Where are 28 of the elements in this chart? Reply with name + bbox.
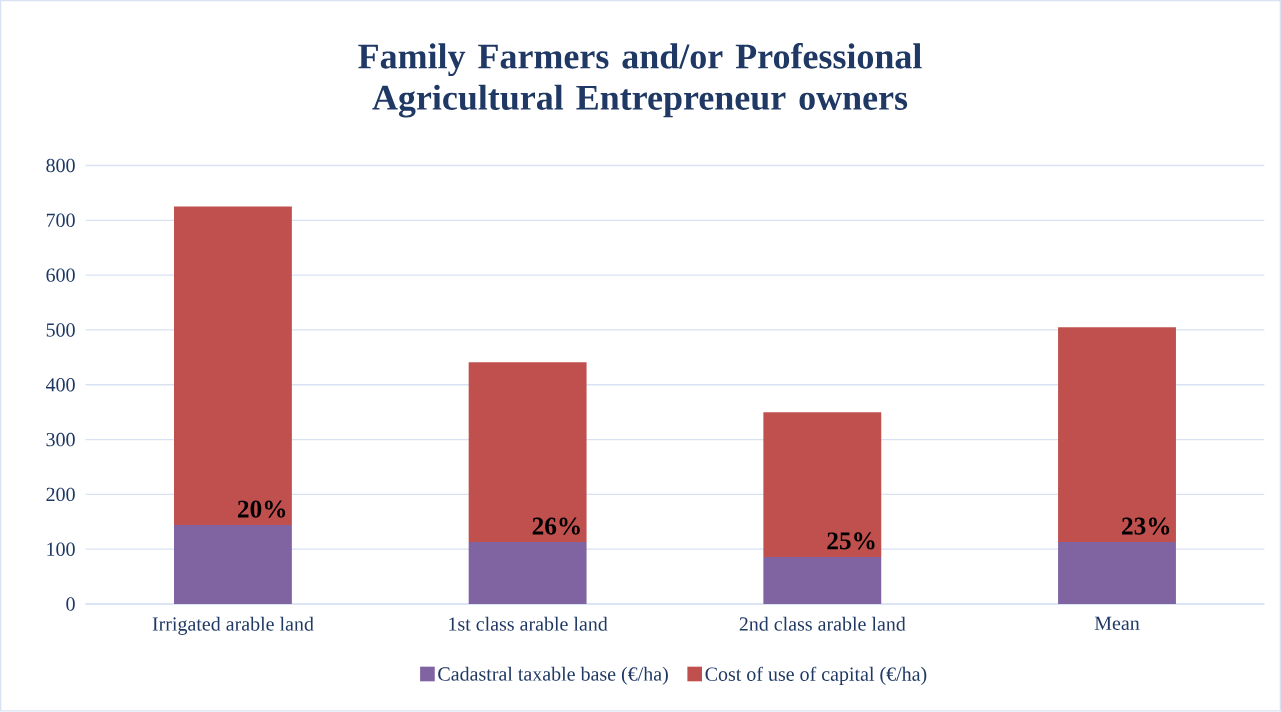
bar [1058, 327, 1176, 543]
y-tick-label: 500 [46, 323, 75, 337]
bar [468, 362, 587, 543]
y-tick-label: 700 [46, 213, 75, 228]
annotation: 20% [237, 500, 286, 518]
y-tick-label: 100 [47, 542, 75, 557]
legend-label: Cost of use of capital (€/ha) [705, 666, 927, 686]
bar [173, 206, 292, 526]
annotation: 26% [532, 517, 580, 535]
x-tick-label: Mean [1094, 616, 1140, 631]
y-tick-label: 300 [46, 433, 75, 447]
x-tick-label: 1st class arable land [449, 616, 608, 631]
chart-title: Family Farmers and/or Professional Agricultural Entrepreneur owners [358, 43, 922, 118]
bar [1058, 542, 1176, 605]
y-tick-label: 0 [66, 597, 75, 611]
y-tick-label: 400 [45, 378, 75, 392]
y-tick-label: 800 [46, 158, 75, 173]
y-tick-label: 200 [46, 487, 75, 502]
legend-label: Cadastral taxable base (€/ha) [438, 666, 668, 686]
x-tick-label: Irrigated arable land [152, 616, 314, 636]
bar [763, 557, 882, 605]
x-tick-label: 2nd class arable land [739, 616, 906, 631]
bar [763, 412, 882, 558]
bar [468, 542, 587, 605]
y-tick-label: 600 [46, 268, 75, 283]
annotation: 25% [827, 532, 875, 550]
bar [173, 525, 292, 605]
annotation: 23% [1122, 517, 1170, 535]
